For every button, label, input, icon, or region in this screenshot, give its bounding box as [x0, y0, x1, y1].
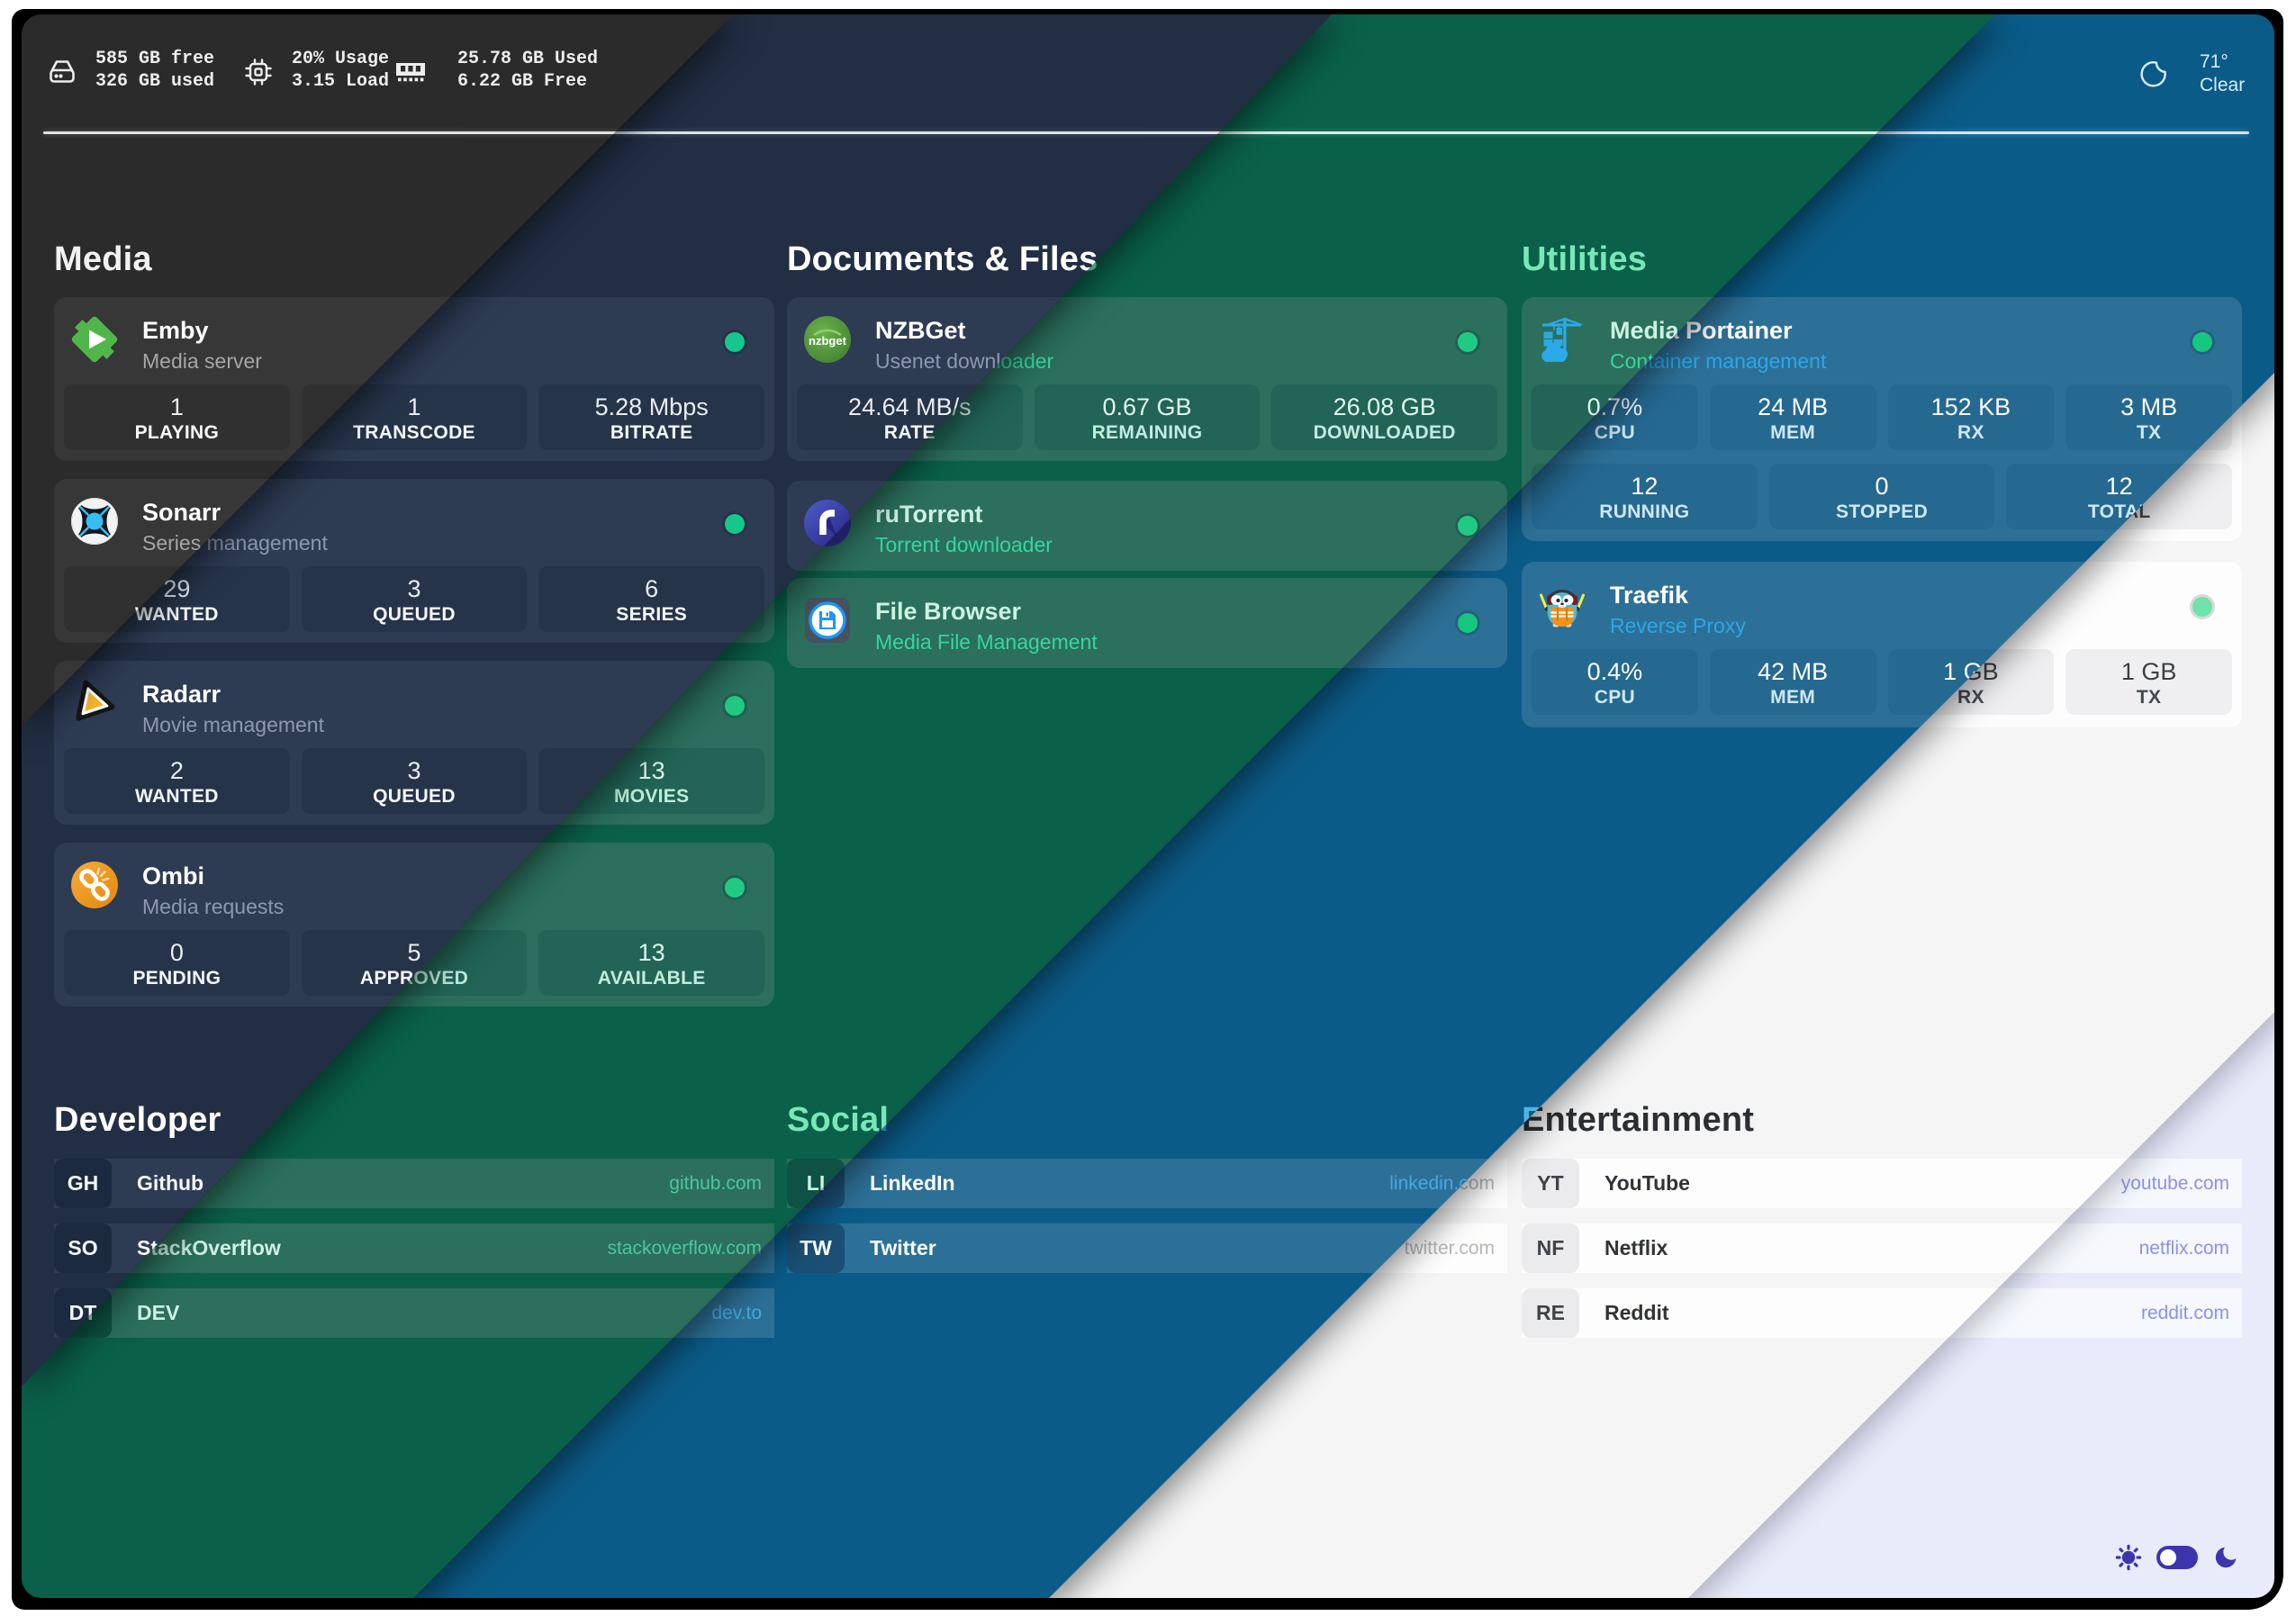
svg-text:nzbget: nzbget	[809, 334, 847, 348]
svg-text:nzbget: nzbget	[809, 334, 847, 348]
